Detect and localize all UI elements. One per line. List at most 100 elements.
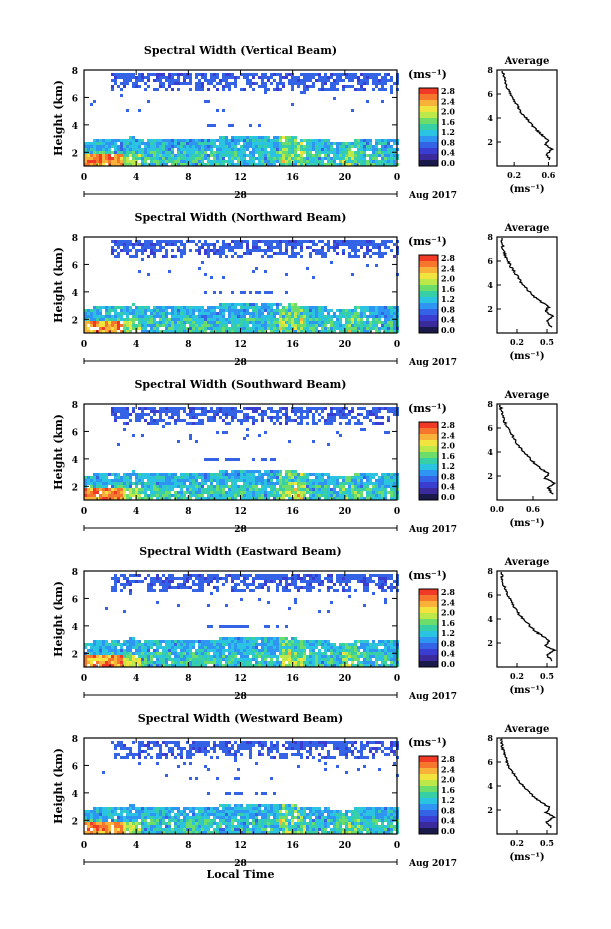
profile-x-tick-label: 0.6: [526, 504, 540, 514]
date-label: 28: [234, 859, 247, 869]
date-label: 28: [234, 525, 247, 535]
y-tick-label: 4: [72, 122, 78, 132]
colorbar-cell: [419, 810, 438, 817]
colorbar-cell: [419, 112, 438, 119]
panel-title: Spectral Width (Northward Beam): [135, 211, 347, 224]
profile-title: Average: [504, 390, 550, 401]
x-tick-label: 12: [234, 841, 247, 851]
y-tick-label: 6: [72, 595, 78, 605]
colorbar-tick-label: 0.4: [441, 315, 455, 325]
x-tick-label: 8: [185, 340, 191, 350]
profile-x-tick-label: 0.2: [510, 838, 524, 848]
colorbar-frame: [418, 588, 439, 668]
colorbar-cell: [419, 476, 438, 483]
x-tick-label: 16: [286, 674, 299, 684]
colorbar-cell: [419, 762, 438, 769]
profile-line: [499, 571, 557, 662]
colorbar-tick-label: 2.0: [441, 608, 455, 618]
panel-title: Spectral Width (Southward Beam): [134, 378, 346, 391]
panel-title: Spectral Width (Eastward Beam): [139, 545, 341, 558]
profile-frame: [496, 570, 558, 668]
colorbar-tick-label: 0.0: [441, 659, 455, 669]
colorbar-cell: [419, 816, 438, 823]
profile-x-tick-label: 0.6: [541, 170, 555, 180]
x-tick-label: 8: [185, 841, 191, 851]
y-axis-label: Height (km): [52, 581, 65, 657]
colorbar-tick-label: 1.6: [441, 284, 455, 294]
colorbar-cell: [419, 130, 438, 137]
profile-y-tick-label: 2: [487, 137, 493, 147]
colorbar-tick-label: 2.0: [441, 441, 455, 451]
y-axis-label: Height (km): [52, 748, 65, 824]
colorbar-tick-label: 0.4: [441, 649, 455, 659]
y-tick-label: 4: [72, 289, 78, 299]
colorbar-unit: (ms⁻¹): [408, 68, 447, 81]
colorbar-cell: [419, 303, 438, 310]
x-tick-label: 0: [81, 173, 87, 183]
colorbar-tick-label: 2.4: [441, 96, 455, 106]
y-tick-label: 6: [72, 94, 78, 104]
colorbar-tick-label: 1.6: [441, 117, 455, 127]
heatmap-cells: [84, 407, 399, 500]
colorbar-cell: [419, 142, 438, 149]
x-tick-label: 12: [234, 340, 247, 350]
colorbar-cell: [419, 327, 438, 334]
colorbar-cell: [419, 428, 438, 435]
profile-y-tick-label: 8: [487, 65, 493, 75]
panel-title: Spectral Width (Vertical Beam): [144, 44, 337, 57]
y-tick-label: 4: [72, 623, 78, 633]
month-year-label: Aug 2017: [408, 358, 457, 368]
y-axis-label: Height (km): [52, 414, 65, 490]
colorbar-cell: [419, 482, 438, 489]
colorbar-cell: [419, 470, 438, 477]
colorbar-tick-label: 1.2: [441, 795, 455, 805]
profile-x-tick-label: 0.2: [510, 337, 524, 347]
profile-line: [501, 70, 555, 161]
profile-x-tick-label: 0.5: [540, 337, 554, 347]
colorbar-cell: [419, 625, 438, 632]
colorbar-cell: [419, 440, 438, 447]
profile-y-tick-label: 6: [487, 256, 493, 266]
profile-frame: [496, 737, 558, 835]
profile-y-tick-label: 4: [487, 614, 493, 624]
x-tick-label: 0: [394, 173, 400, 183]
profile-y-tick-label: 8: [487, 733, 493, 743]
colorbar-tick-label: 0.0: [441, 826, 455, 836]
month-year-label: Aug 2017: [408, 191, 457, 201]
x-tick-label: 20: [339, 674, 352, 684]
colorbar-cell: [419, 422, 438, 429]
colorbar-unit: (ms⁻¹): [408, 402, 447, 415]
date-label: 28: [234, 358, 247, 368]
profile-y-tick-label: 4: [487, 113, 493, 123]
colorbar-cell: [419, 798, 438, 805]
x-tick-label: 16: [286, 173, 299, 183]
colorbar-tick-label: 0.8: [441, 471, 455, 481]
colorbar-cell: [419, 160, 438, 167]
profile-title: Average: [504, 223, 550, 234]
y-tick-label: 6: [72, 762, 78, 772]
colorbar-cell: [419, 619, 438, 626]
profile-y-tick-label: 6: [487, 757, 493, 767]
x-tick-label: 16: [286, 507, 299, 517]
colorbar-tick-label: 2.4: [441, 764, 455, 774]
profile-x-label: (ms⁻¹): [509, 184, 544, 195]
profile-x-label: (ms⁻¹): [509, 351, 544, 362]
colorbar-frame: [418, 254, 439, 334]
colorbar-tick-label: 2.4: [441, 263, 455, 273]
colorbar-cell: [419, 446, 438, 453]
x-tick-label: 20: [339, 841, 352, 851]
heatmap-cells: [84, 240, 399, 333]
y-tick-label: 8: [72, 234, 78, 244]
colorbar-cell: [419, 321, 438, 328]
colorbar-cell: [419, 297, 438, 304]
profile-y-tick-label: 2: [487, 805, 493, 815]
x-tick-label: 0: [394, 340, 400, 350]
panel-5: Spectral Width (Westward Beam) 2 4 6 8 Height…: [52, 712, 558, 869]
panel-3: Spectral Width (Southward Beam) 2 4 6 8 Heigh…: [52, 378, 558, 535]
y-tick-label: 2: [72, 316, 78, 326]
colorbar-cell: [419, 786, 438, 793]
colorbar-tick-label: 0.8: [441, 137, 455, 147]
colorbar-cell: [419, 452, 438, 459]
colorbar-unit: (ms⁻¹): [408, 235, 447, 248]
colorbar-unit: (ms⁻¹): [408, 736, 447, 749]
